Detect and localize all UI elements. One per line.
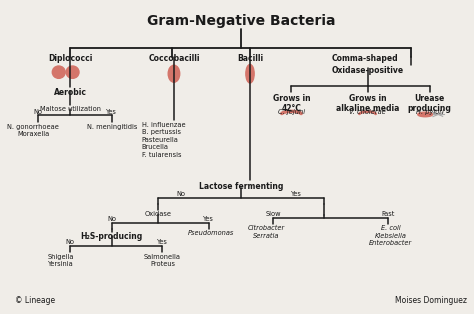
Text: Shigella
Yersinia: Shigella Yersinia xyxy=(48,253,74,267)
Text: Citrobacter
Serratia: Citrobacter Serratia xyxy=(247,225,285,239)
Text: No: No xyxy=(176,191,185,197)
Text: Bacilli: Bacilli xyxy=(237,54,263,63)
Ellipse shape xyxy=(168,65,180,82)
Text: Fast: Fast xyxy=(382,211,395,217)
Text: Oxidase: Oxidase xyxy=(144,211,171,217)
Text: Coccobacilli: Coccobacilli xyxy=(148,54,200,63)
Ellipse shape xyxy=(52,66,65,78)
Text: H. influenzae
B. pertussis
Pasteurella
Brucella
F. tularensis: H. influenzae B. pertussis Pasteurella B… xyxy=(142,122,185,158)
Ellipse shape xyxy=(418,112,432,117)
Text: No: No xyxy=(66,239,75,245)
Text: Yes: Yes xyxy=(203,216,214,222)
Text: Maltose utilization: Maltose utilization xyxy=(40,106,101,112)
Text: E. coli
Klebsiella
Enterobacter: E. coli Klebsiella Enterobacter xyxy=(369,225,412,246)
Text: Moises Dominguez: Moises Dominguez xyxy=(395,296,466,305)
Text: Gram-Negative Bacteria: Gram-Negative Bacteria xyxy=(146,14,335,28)
Text: Yes: Yes xyxy=(291,191,301,197)
Text: Grows in
42°C: Grows in 42°C xyxy=(273,94,310,113)
Text: No: No xyxy=(107,216,116,222)
Text: Pseudomonas: Pseudomonas xyxy=(188,230,234,236)
Text: Diplococci: Diplococci xyxy=(48,54,92,63)
Text: Lactose fermenting: Lactose fermenting xyxy=(199,182,283,191)
Text: No: No xyxy=(34,109,43,115)
Ellipse shape xyxy=(246,64,254,83)
Ellipse shape xyxy=(66,66,79,78)
Text: Grows in
alkaline media: Grows in alkaline media xyxy=(336,94,399,113)
Text: Comma-shaped: Comma-shaped xyxy=(332,54,399,63)
Text: Urease
producing: Urease producing xyxy=(408,94,452,113)
Text: N. gonorrhoeae
Moraxella: N. gonorrhoeae Moraxella xyxy=(8,124,59,138)
Text: Salmonella
Proteus: Salmonella Proteus xyxy=(144,253,181,267)
Text: Yes: Yes xyxy=(106,109,117,115)
Text: C. jejuni: C. jejuni xyxy=(278,109,305,115)
Text: Oxidase-positive: Oxidase-positive xyxy=(331,66,403,75)
Text: Yes: Yes xyxy=(157,239,168,245)
Text: © Lineage: © Lineage xyxy=(15,296,55,305)
Text: Aerobic: Aerobic xyxy=(54,88,87,97)
Text: N. meningitidis: N. meningitidis xyxy=(87,124,137,130)
Text: H₂S-producing: H₂S-producing xyxy=(81,232,143,241)
Text: V. cholerae: V. cholerae xyxy=(349,109,386,115)
Text: Slow: Slow xyxy=(265,211,281,217)
Text: H. pylori: H. pylori xyxy=(416,109,444,115)
